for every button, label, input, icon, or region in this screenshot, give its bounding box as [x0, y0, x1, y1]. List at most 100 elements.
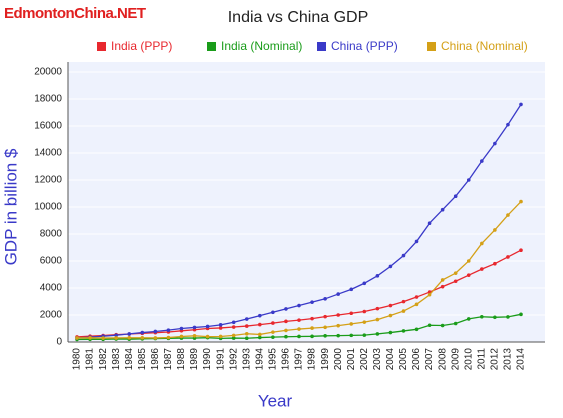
point	[114, 333, 118, 338]
x-tick-label: 2003	[372, 348, 383, 371]
x-tick-label: 1993	[241, 348, 252, 371]
point	[493, 315, 497, 320]
x-tick-label: 1988	[176, 348, 187, 371]
point	[388, 264, 393, 269]
x-tick-label: 2001	[346, 348, 357, 371]
x-tick-label: 2012	[490, 348, 501, 371]
point	[362, 320, 367, 324]
point	[179, 334, 184, 339]
point	[231, 333, 236, 338]
x-tick-label: 2005	[398, 348, 409, 371]
point	[493, 261, 497, 266]
y-tick-label: 12000	[34, 175, 62, 186]
point	[284, 334, 288, 339]
x-tick-label: 2014	[516, 348, 527, 371]
point	[297, 327, 301, 331]
point	[453, 321, 458, 326]
point	[218, 323, 223, 327]
point	[414, 295, 419, 299]
point	[440, 207, 445, 212]
legend-swatch	[317, 42, 326, 51]
point	[401, 309, 406, 313]
y-tick-label: 8000	[40, 229, 63, 240]
x-tick-label: 1980	[72, 348, 83, 371]
point	[323, 314, 327, 319]
point	[75, 336, 79, 340]
point	[480, 159, 484, 163]
x-tick-label: 1995	[268, 348, 279, 371]
watermark: EdmontonChina.NET	[4, 5, 146, 22]
point	[297, 303, 301, 308]
x-tick-label: 1994	[254, 348, 265, 371]
point	[440, 323, 445, 328]
point	[271, 330, 275, 334]
x-tick-label: 1989	[189, 348, 200, 371]
point	[140, 330, 145, 335]
x-tick-label: 1996	[281, 348, 292, 371]
point	[258, 332, 262, 337]
point	[519, 248, 523, 252]
point	[88, 336, 92, 340]
point	[375, 306, 380, 311]
point	[506, 122, 510, 127]
point	[375, 317, 380, 322]
point	[153, 329, 158, 334]
point	[349, 322, 354, 326]
point	[114, 336, 118, 340]
point	[414, 302, 419, 307]
point	[466, 178, 471, 182]
y-tick-label: 10000	[34, 202, 62, 213]
legend-swatch	[207, 42, 216, 51]
point	[440, 284, 445, 289]
legend-swatch	[427, 42, 436, 51]
point	[427, 323, 432, 328]
point	[244, 336, 249, 341]
point	[362, 333, 367, 337]
x-tick-label: 2013	[503, 348, 514, 371]
y-tick-label: 4000	[40, 283, 63, 294]
point	[375, 332, 380, 336]
point	[101, 336, 105, 340]
legend-label: China (Nominal)	[441, 39, 528, 53]
chart-title: India vs China GDP	[228, 9, 369, 26]
point	[153, 336, 158, 340]
point	[258, 322, 262, 327]
point	[310, 316, 314, 321]
legend-swatch	[97, 42, 106, 51]
x-tick-label: 1984	[124, 348, 135, 371]
point	[205, 324, 210, 329]
point	[466, 317, 471, 321]
point	[349, 287, 354, 292]
x-tick-label: 2008	[437, 348, 448, 371]
x-tick-label: 2007	[424, 348, 435, 371]
point	[271, 310, 275, 315]
y-tick-label: 16000	[34, 121, 62, 132]
y-axis-label: GDP in billion $	[1, 148, 20, 265]
point	[166, 335, 171, 340]
point	[192, 333, 197, 338]
point	[231, 336, 236, 340]
point	[218, 326, 223, 330]
x-tick-label: 1992	[228, 348, 239, 371]
y-tick-label: 14000	[34, 148, 62, 159]
point	[179, 326, 184, 331]
point	[388, 330, 393, 335]
point	[519, 199, 523, 204]
point	[336, 313, 340, 317]
x-tick-label: 2004	[385, 348, 396, 371]
point	[375, 274, 380, 278]
point	[519, 312, 523, 317]
x-tick-label: 1981	[85, 348, 96, 371]
point	[284, 307, 288, 311]
point	[519, 102, 523, 107]
x-tick-label: 1997	[294, 348, 305, 371]
x-tick-label: 2000	[333, 348, 344, 371]
point	[127, 332, 132, 336]
point	[336, 323, 340, 328]
y-tick-label: 20000	[34, 67, 62, 78]
point	[401, 299, 406, 304]
point	[323, 333, 327, 338]
point	[349, 333, 354, 338]
point	[362, 309, 367, 314]
point	[349, 311, 354, 316]
